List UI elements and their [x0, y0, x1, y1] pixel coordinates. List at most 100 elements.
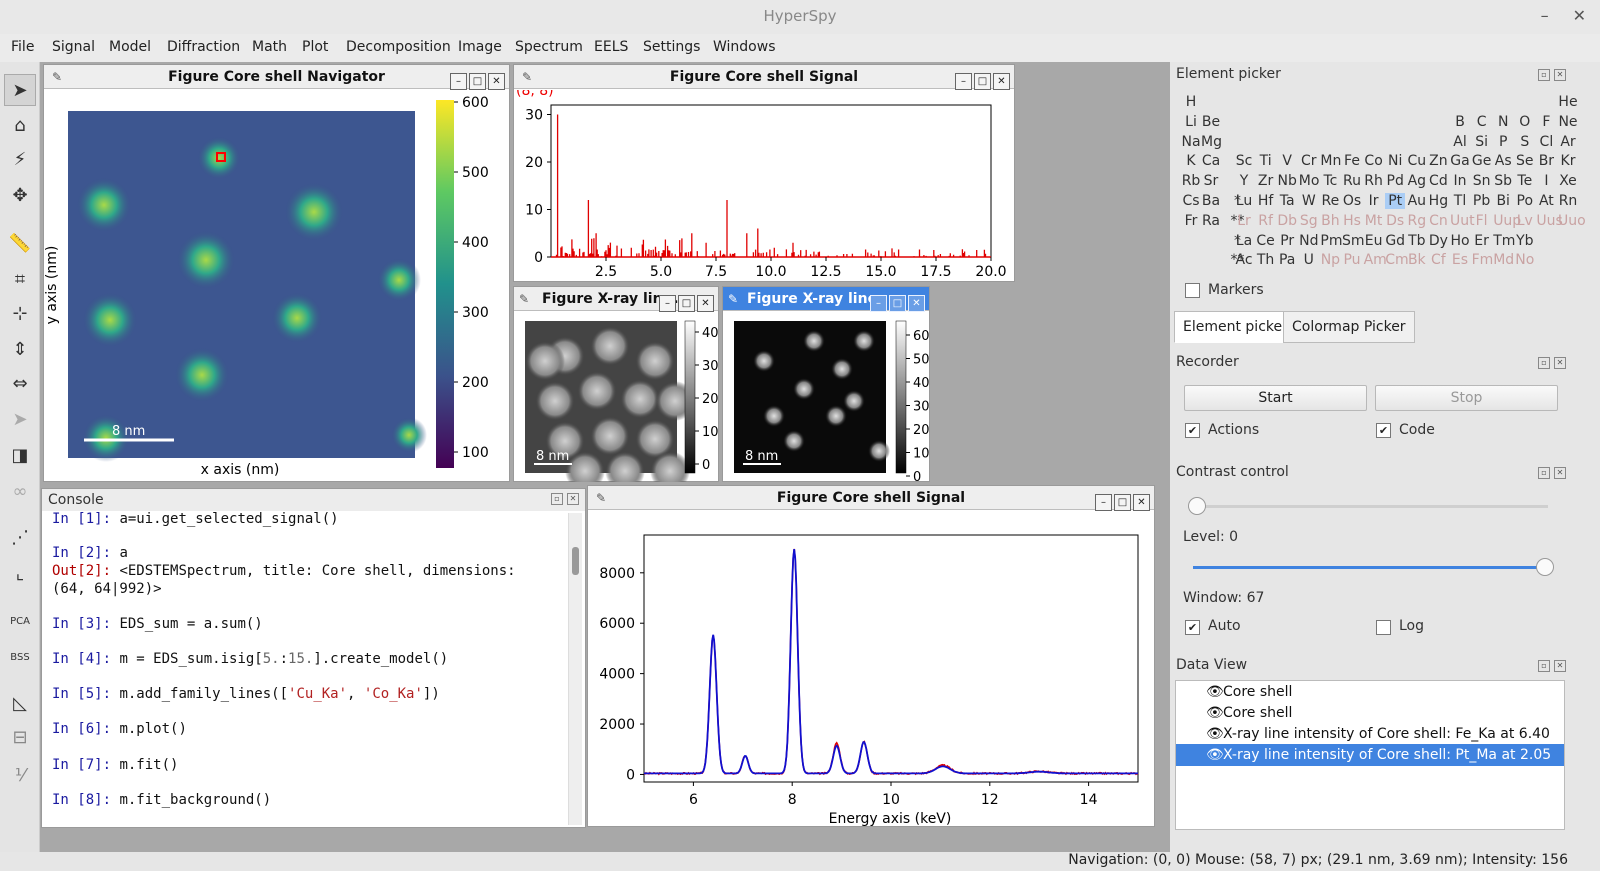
close-icon[interactable]: ✕: [488, 73, 505, 90]
element-F[interactable]: F: [1542, 113, 1551, 130]
code-checkbox[interactable]: ✔: [1376, 423, 1391, 438]
element-Sg[interactable]: Sg: [1299, 212, 1318, 229]
element-Rb[interactable]: Rb: [1181, 173, 1201, 190]
element-Y[interactable]: Y: [1239, 173, 1249, 190]
link-icon[interactable]: ∞: [12, 481, 28, 502]
markers-checkbox[interactable]: [1185, 283, 1200, 298]
element-O[interactable]: O: [1519, 113, 1531, 130]
element-Mt[interactable]: Mt: [1364, 212, 1383, 229]
element-Pu[interactable]: Pu: [1343, 252, 1361, 269]
element-Te[interactable]: Te: [1517, 173, 1533, 190]
element-Se[interactable]: Se: [1516, 153, 1534, 170]
element-Cl[interactable]: Cl: [1539, 133, 1554, 150]
element-Bk[interactable]: Bk: [1407, 252, 1426, 269]
element-Pr[interactable]: Pr: [1280, 232, 1295, 249]
element-Rn[interactable]: Rn: [1558, 193, 1578, 209]
xray1-plot[interactable]: 8 nm 40 30 20 10 0: [514, 312, 718, 482]
element-Ti[interactable]: Ti: [1259, 153, 1272, 170]
window-slider-track[interactable]: [1193, 566, 1545, 569]
close-icon[interactable]: ✕: [1554, 467, 1566, 479]
element-Mo[interactable]: Mo: [1298, 173, 1320, 190]
maximize-icon[interactable]: □: [678, 295, 695, 312]
signal-bottom-titlebar[interactable]: ✎ Figure Core shell Signal – □ ✕: [588, 486, 1154, 511]
element-Ta[interactable]: Ta: [1279, 193, 1295, 209]
xray1-titlebar[interactable]: ✎ Figure X-ray lin... – □ ✕: [514, 287, 718, 312]
eye-icon[interactable]: 👁: [1206, 747, 1224, 763]
element-K[interactable]: K: [1186, 153, 1196, 170]
element-Pa[interactable]: Pa: [1278, 252, 1296, 269]
float-icon[interactable]: ▫: [1538, 660, 1550, 672]
center-icon[interactable]: ⊹: [12, 303, 28, 324]
float-icon[interactable]: ▫: [1538, 357, 1550, 369]
element-Sb[interactable]: Sb: [1494, 173, 1513, 190]
element-Co[interactable]: Co: [1364, 153, 1383, 170]
element-Ca[interactable]: Ca: [1201, 153, 1221, 170]
eye-icon[interactable]: 👁: [1206, 684, 1224, 700]
element-Ge[interactable]: Ge: [1471, 153, 1492, 170]
element-Kr[interactable]: Kr: [1560, 153, 1576, 170]
menu-diffraction[interactable]: Diffraction: [167, 39, 241, 55]
console-output[interactable]: In [1]: a=ui.get_selected_signal() In [2]…: [42, 511, 567, 827]
element-Na[interactable]: Na: [1181, 133, 1201, 150]
element-Sn[interactable]: Sn: [1472, 173, 1491, 190]
element-Be[interactable]: Be: [1201, 113, 1221, 130]
element-Lu[interactable]: Lu: [1235, 193, 1253, 209]
tab-element-picker[interactable]: Element picker: [1174, 311, 1297, 343]
xray2-titlebar[interactable]: ✎ Figure X-ray line... – □ ✕: [723, 287, 929, 312]
element-Nb[interactable]: Nb: [1277, 173, 1297, 190]
element-Ds[interactable]: Ds: [1386, 212, 1405, 229]
home-icon[interactable]: ⌂: [14, 115, 26, 136]
element-Hs[interactable]: Hs: [1343, 212, 1361, 229]
element-Sc[interactable]: Sc: [1235, 153, 1253, 170]
element-Bi[interactable]: Bi: [1496, 193, 1510, 209]
element-N[interactable]: N: [1497, 113, 1509, 130]
element-Th[interactable]: Th: [1256, 252, 1275, 269]
element-Fl[interactable]: Fl: [1475, 212, 1488, 229]
element-Yb[interactable]: Yb: [1516, 232, 1534, 249]
element-Xe[interactable]: Xe: [1559, 173, 1577, 190]
element-Rh[interactable]: Rh: [1364, 173, 1383, 190]
element-Cm[interactable]: Cm: [1385, 252, 1409, 269]
dataview-row[interactable]: 👁 Core shell: [1176, 702, 1564, 724]
element-Uut[interactable]: Uut: [1450, 212, 1475, 229]
element-Tc[interactable]: Tc: [1323, 173, 1338, 190]
element-Ru[interactable]: Ru: [1343, 173, 1361, 190]
menu-image[interactable]: Image: [458, 39, 502, 55]
close-window-button[interactable]: ✕: [1572, 6, 1586, 25]
element-Lv[interactable]: Lv: [1516, 212, 1533, 229]
signal-top-titlebar[interactable]: ✎ Figure Core shell Signal – □ ✕: [514, 65, 1014, 90]
horizontal-span-icon[interactable]: ⇔: [12, 373, 28, 394]
element-W[interactable]: W: [1301, 193, 1316, 209]
element-As[interactable]: As: [1494, 153, 1512, 170]
window-slider-handle[interactable]: [1536, 558, 1554, 576]
xray2-plot[interactable]: 8 nm 60 50 40 30 20 10 0: [723, 312, 929, 482]
signal-top-plot[interactable]: (8, 8) 2.5 5.0 7.5 10.0 12.5 15.0 17.5 20.0 0 10 2…: [514, 90, 1014, 282]
element-Ir[interactable]: Ir: [1368, 193, 1379, 209]
menu-model[interactable]: Model: [109, 39, 152, 55]
close-icon[interactable]: ✕: [697, 295, 714, 312]
scrollbar-thumb[interactable]: [572, 547, 579, 575]
element-Ne[interactable]: Ne: [1558, 113, 1578, 130]
element-Ac[interactable]: Ac: [1235, 252, 1253, 269]
element-Rf[interactable]: Rf: [1258, 212, 1273, 229]
element-Am[interactable]: Am: [1363, 252, 1387, 269]
background-icon[interactable]: ◺: [13, 693, 27, 714]
element-Cn[interactable]: Cn: [1429, 212, 1448, 229]
element-Re[interactable]: Re: [1321, 193, 1340, 209]
move-icon[interactable]: ✥: [12, 185, 28, 206]
element-Pt[interactable]: Pt: [1385, 193, 1406, 209]
menu-plot[interactable]: Plot: [302, 39, 329, 55]
element-Uuo[interactable]: Uuo: [1558, 212, 1586, 229]
element-Ag[interactable]: Ag: [1407, 173, 1427, 190]
fraction-icon[interactable]: ⅟: [14, 765, 26, 786]
scatter-plot-icon[interactable]: ⋰: [11, 527, 29, 548]
element-S[interactable]: S: [1520, 133, 1530, 150]
close-icon[interactable]: ✕: [1554, 660, 1566, 672]
close-icon[interactable]: ✕: [567, 493, 579, 505]
element-Cd[interactable]: Cd: [1429, 173, 1448, 190]
start-button[interactable]: Start: [1184, 385, 1367, 411]
element-Uup[interactable]: Uup: [1493, 212, 1522, 229]
element-I[interactable]: I: [1544, 173, 1549, 190]
element-Uus[interactable]: Uus: [1536, 212, 1563, 229]
close-icon[interactable]: ✕: [1133, 494, 1150, 511]
